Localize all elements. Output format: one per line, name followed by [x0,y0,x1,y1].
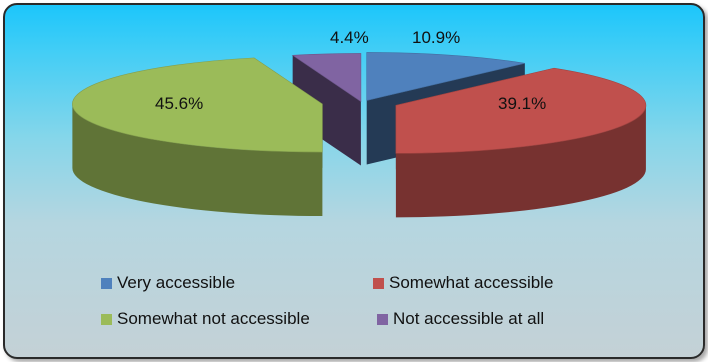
data-label: 4.4% [330,28,369,47]
legend-label: Not accessible at all [393,309,545,328]
legend-swatch [101,277,112,289]
legend-swatch [373,277,384,289]
pie-slice [291,53,362,103]
data-label: 39.1% [498,94,546,113]
legend-label: Somewhat accessible [389,273,554,292]
pie-slice-side [292,55,361,166]
data-label: 10.9% [412,28,460,47]
pie-slice-wall [395,105,646,218]
legend-item: Very accessible [101,273,235,293]
pie-slice [72,57,323,153]
pie-chart: 10.9% 39.1% 45.6% 4.4% [72,28,647,218]
pie-slice [366,52,525,101]
legend-label: Somewhat not accessible [117,309,310,328]
legend-item: Somewhat not accessible [101,309,310,329]
legend-item: Not accessible at all [377,309,544,329]
chart-frame: 10.9% 39.1% 45.6% 4.4% Very accessible Some… [3,3,705,359]
legend-item: Somewhat accessible [373,273,553,293]
legend-swatch [101,313,112,325]
data-label: 45.6% [155,94,203,113]
pie-slice-wall [72,104,323,217]
legend-label: Very accessible [117,273,236,292]
pie-slice [395,67,647,154]
legend-swatch [377,313,388,325]
